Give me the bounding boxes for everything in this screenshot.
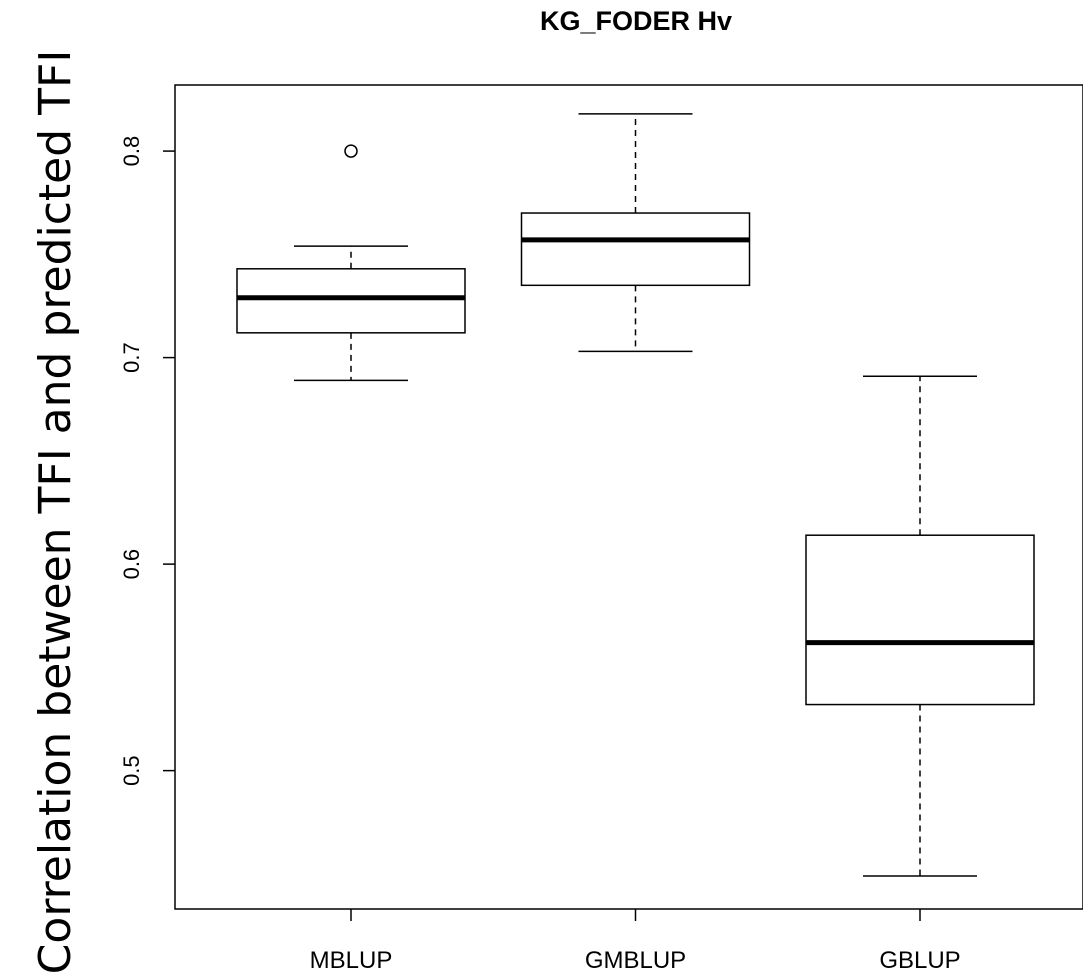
y-tick-label: 0.5 [119,755,144,786]
boxes [236,113,1035,877]
x-tick-label: GMBLUP [585,947,686,972]
x-tick-label: MBLUP [310,947,393,972]
box-mblup [236,144,466,382]
plot-frame [174,84,1083,910]
outlier-point [344,144,358,158]
x-tick-label: GBLUP [879,947,960,972]
box-gmblup [520,113,751,353]
iqr-box [805,534,1035,706]
x-axis: MBLUP GMBLUP GBLUP [310,909,961,972]
chart-title: KG_FODER Hv [540,6,732,36]
y-tick-label: 0.7 [119,342,144,373]
y-tick-label: 0.8 [119,136,144,167]
iqr-box [520,212,751,287]
y-tick-label: 0.6 [119,549,144,580]
y-axis-label: Correlation between TFI and predicted TF… [30,50,81,972]
y-axis: 0.5 0.6 0.7 0.8 [119,136,175,786]
box-gblup [805,375,1035,877]
iqr-box [236,268,466,334]
